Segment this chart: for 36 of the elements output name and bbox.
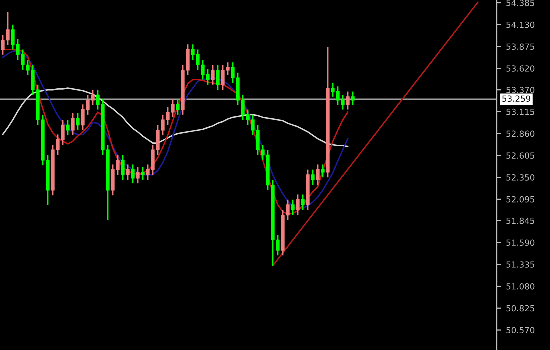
- y-tick-label: 52.095: [506, 196, 534, 203]
- candlestick: [311, 169, 315, 186]
- candlestick: [351, 91, 355, 106]
- y-tick-label: 53.875: [506, 44, 534, 50]
- candlestick: [346, 91, 350, 110]
- y-tick-label: 51.845: [506, 218, 534, 224]
- y-tick-label: 51.335: [506, 262, 534, 268]
- candlestick: [291, 199, 295, 216]
- candlestick: [296, 194, 300, 216]
- y-tick-label: 51.080: [506, 284, 535, 290]
- candlestick: [141, 166, 145, 181]
- candlestick: [321, 164, 325, 178]
- y-tick-label: 54.385: [506, 0, 534, 6]
- y-tick-label: 54.130: [506, 22, 535, 28]
- candlestick: [316, 164, 320, 186]
- y-tick-label: 52.605: [506, 152, 534, 159]
- candlestick: [301, 194, 305, 211]
- candlestick: [176, 98, 180, 116]
- candlestick: [211, 64, 215, 86]
- candlestick: [121, 154, 125, 181]
- y-tick-label: 53.620: [506, 66, 535, 72]
- candlestick: [76, 112, 80, 132]
- y-tick-label: 50.825: [506, 305, 534, 312]
- y-tick-label: 52.860: [506, 130, 535, 138]
- candlestick: [136, 166, 140, 184]
- y-tick-label: 50.570: [506, 327, 535, 334]
- candlestick: [126, 164, 130, 181]
- candlestick: [216, 64, 220, 91]
- y-tick-label: 53.370: [506, 87, 535, 94]
- candlestick: [66, 119, 70, 136]
- y-tick-label: 52.350: [506, 174, 535, 181]
- candlestick: [71, 112, 75, 136]
- ref-line-label: 53.259: [502, 96, 531, 102]
- candlestick: [131, 164, 135, 184]
- y-tick-label: 51.590: [506, 240, 535, 246]
- y-tick-label: 53.115: [506, 108, 534, 116]
